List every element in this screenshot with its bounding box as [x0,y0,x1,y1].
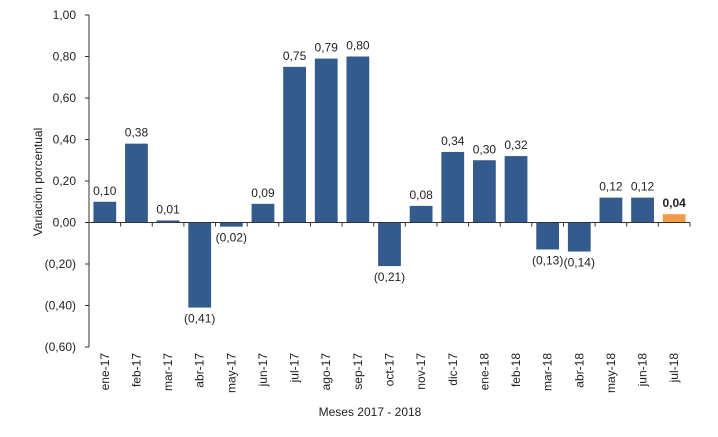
y-tick-label: (0,20) [45,257,76,271]
x-tick-label: ene-18 [477,353,491,391]
x-tick-label: jul-18 [667,353,681,384]
x-tick-label: mar-18 [541,353,555,391]
bar-feb-17 [125,143,148,223]
data-label: 0,04 [663,196,687,210]
data-label: (0,41) [184,312,215,326]
data-label: 0,01 [156,202,180,216]
x-tick-label: dic-17 [446,353,460,386]
x-tick-label: oct-17 [383,353,397,387]
data-label: 0,12 [631,180,655,194]
y-tick-label: 0,80 [53,50,77,64]
bar-abr-17 [188,222,212,308]
bar-oct-17 [378,222,401,267]
data-label: 0,34 [441,134,465,148]
y-axis: 1,00 0,80 0,60 0,40 0,20 0,00 (0,20) (0,40) (0,6… [45,8,90,354]
bar-sep-17 [346,56,370,223]
x-tick-label: jun-18 [636,353,650,388]
y-tick-label: 0,00 [53,216,77,230]
bar-ene-17 [93,201,117,223]
bar-feb-18 [504,156,528,223]
x-axis: ene-17 feb-17 mar-17 abr-17 may-17 jun-17 jul-… [89,222,691,393]
bar-ene-18 [473,160,496,223]
bar-jun-17 [251,203,275,223]
x-tick-label: nov-17 [414,353,428,390]
x-tick-label: may-18 [604,353,618,393]
x-tick-label: ene-17 [98,353,112,391]
bar-jul-17 [283,66,306,223]
bar-jul-18 [662,214,686,223]
x-tick-label: feb-17 [129,353,143,387]
x-tick-label: mar-17 [161,353,175,391]
data-label: 0,30 [473,142,497,156]
data-label: 0,09 [251,186,275,200]
x-tick-label: jul-17 [288,353,302,384]
bar-jun-18 [631,197,654,223]
x-tick-label: abr-17 [193,353,207,388]
data-label: 0,10 [93,184,117,198]
data-label: 0,79 [315,41,339,55]
y-tick-label: 0,40 [53,133,77,147]
bar-abr-18 [567,222,591,252]
bar-nov-17 [409,205,433,223]
x-tick-label: ago-17 [319,353,333,391]
bar-ago-17 [314,58,338,223]
y-tick-label: 0,60 [53,91,77,105]
bar-may-17 [219,222,243,227]
x-tick-label: sep-17 [351,353,365,390]
data-label: 0,32 [504,138,528,152]
bar-may-18 [599,197,623,223]
y-tick-label: 1,00 [53,8,77,22]
data-label: 0,75 [283,49,307,63]
data-label: (0,13) [532,253,563,267]
bars-group [93,56,686,308]
x-tick-label: may-17 [224,353,238,393]
bar-dic-17 [441,151,465,223]
x-axis-title: Meses 2017 - 2018 [319,405,422,419]
data-label: (0,02) [216,231,247,245]
data-label: 0,08 [409,188,433,202]
y-axis-title: Variación porcentual [31,128,45,237]
x-tick-label: feb-18 [509,353,523,387]
data-label: (0,21) [374,270,405,284]
bar-mar-17 [156,220,180,223]
bar-mar-18 [536,222,560,250]
data-label: (0,14) [564,256,595,270]
data-labels-group: 0,10 0,38 0,01 (0,41) (0,02) 0,09 0,75 0,79 0,80… [93,39,686,326]
x-tick-label: jun-17 [256,353,270,388]
data-label: 0,38 [125,126,149,140]
y-tick-label: (0,60) [45,340,76,354]
data-label: 0,80 [346,39,370,53]
data-label: 0,12 [599,180,623,194]
y-tick-label: 0,20 [53,174,77,188]
y-tick-label: (0,40) [45,299,76,313]
x-tick-label: abr-18 [572,353,586,388]
